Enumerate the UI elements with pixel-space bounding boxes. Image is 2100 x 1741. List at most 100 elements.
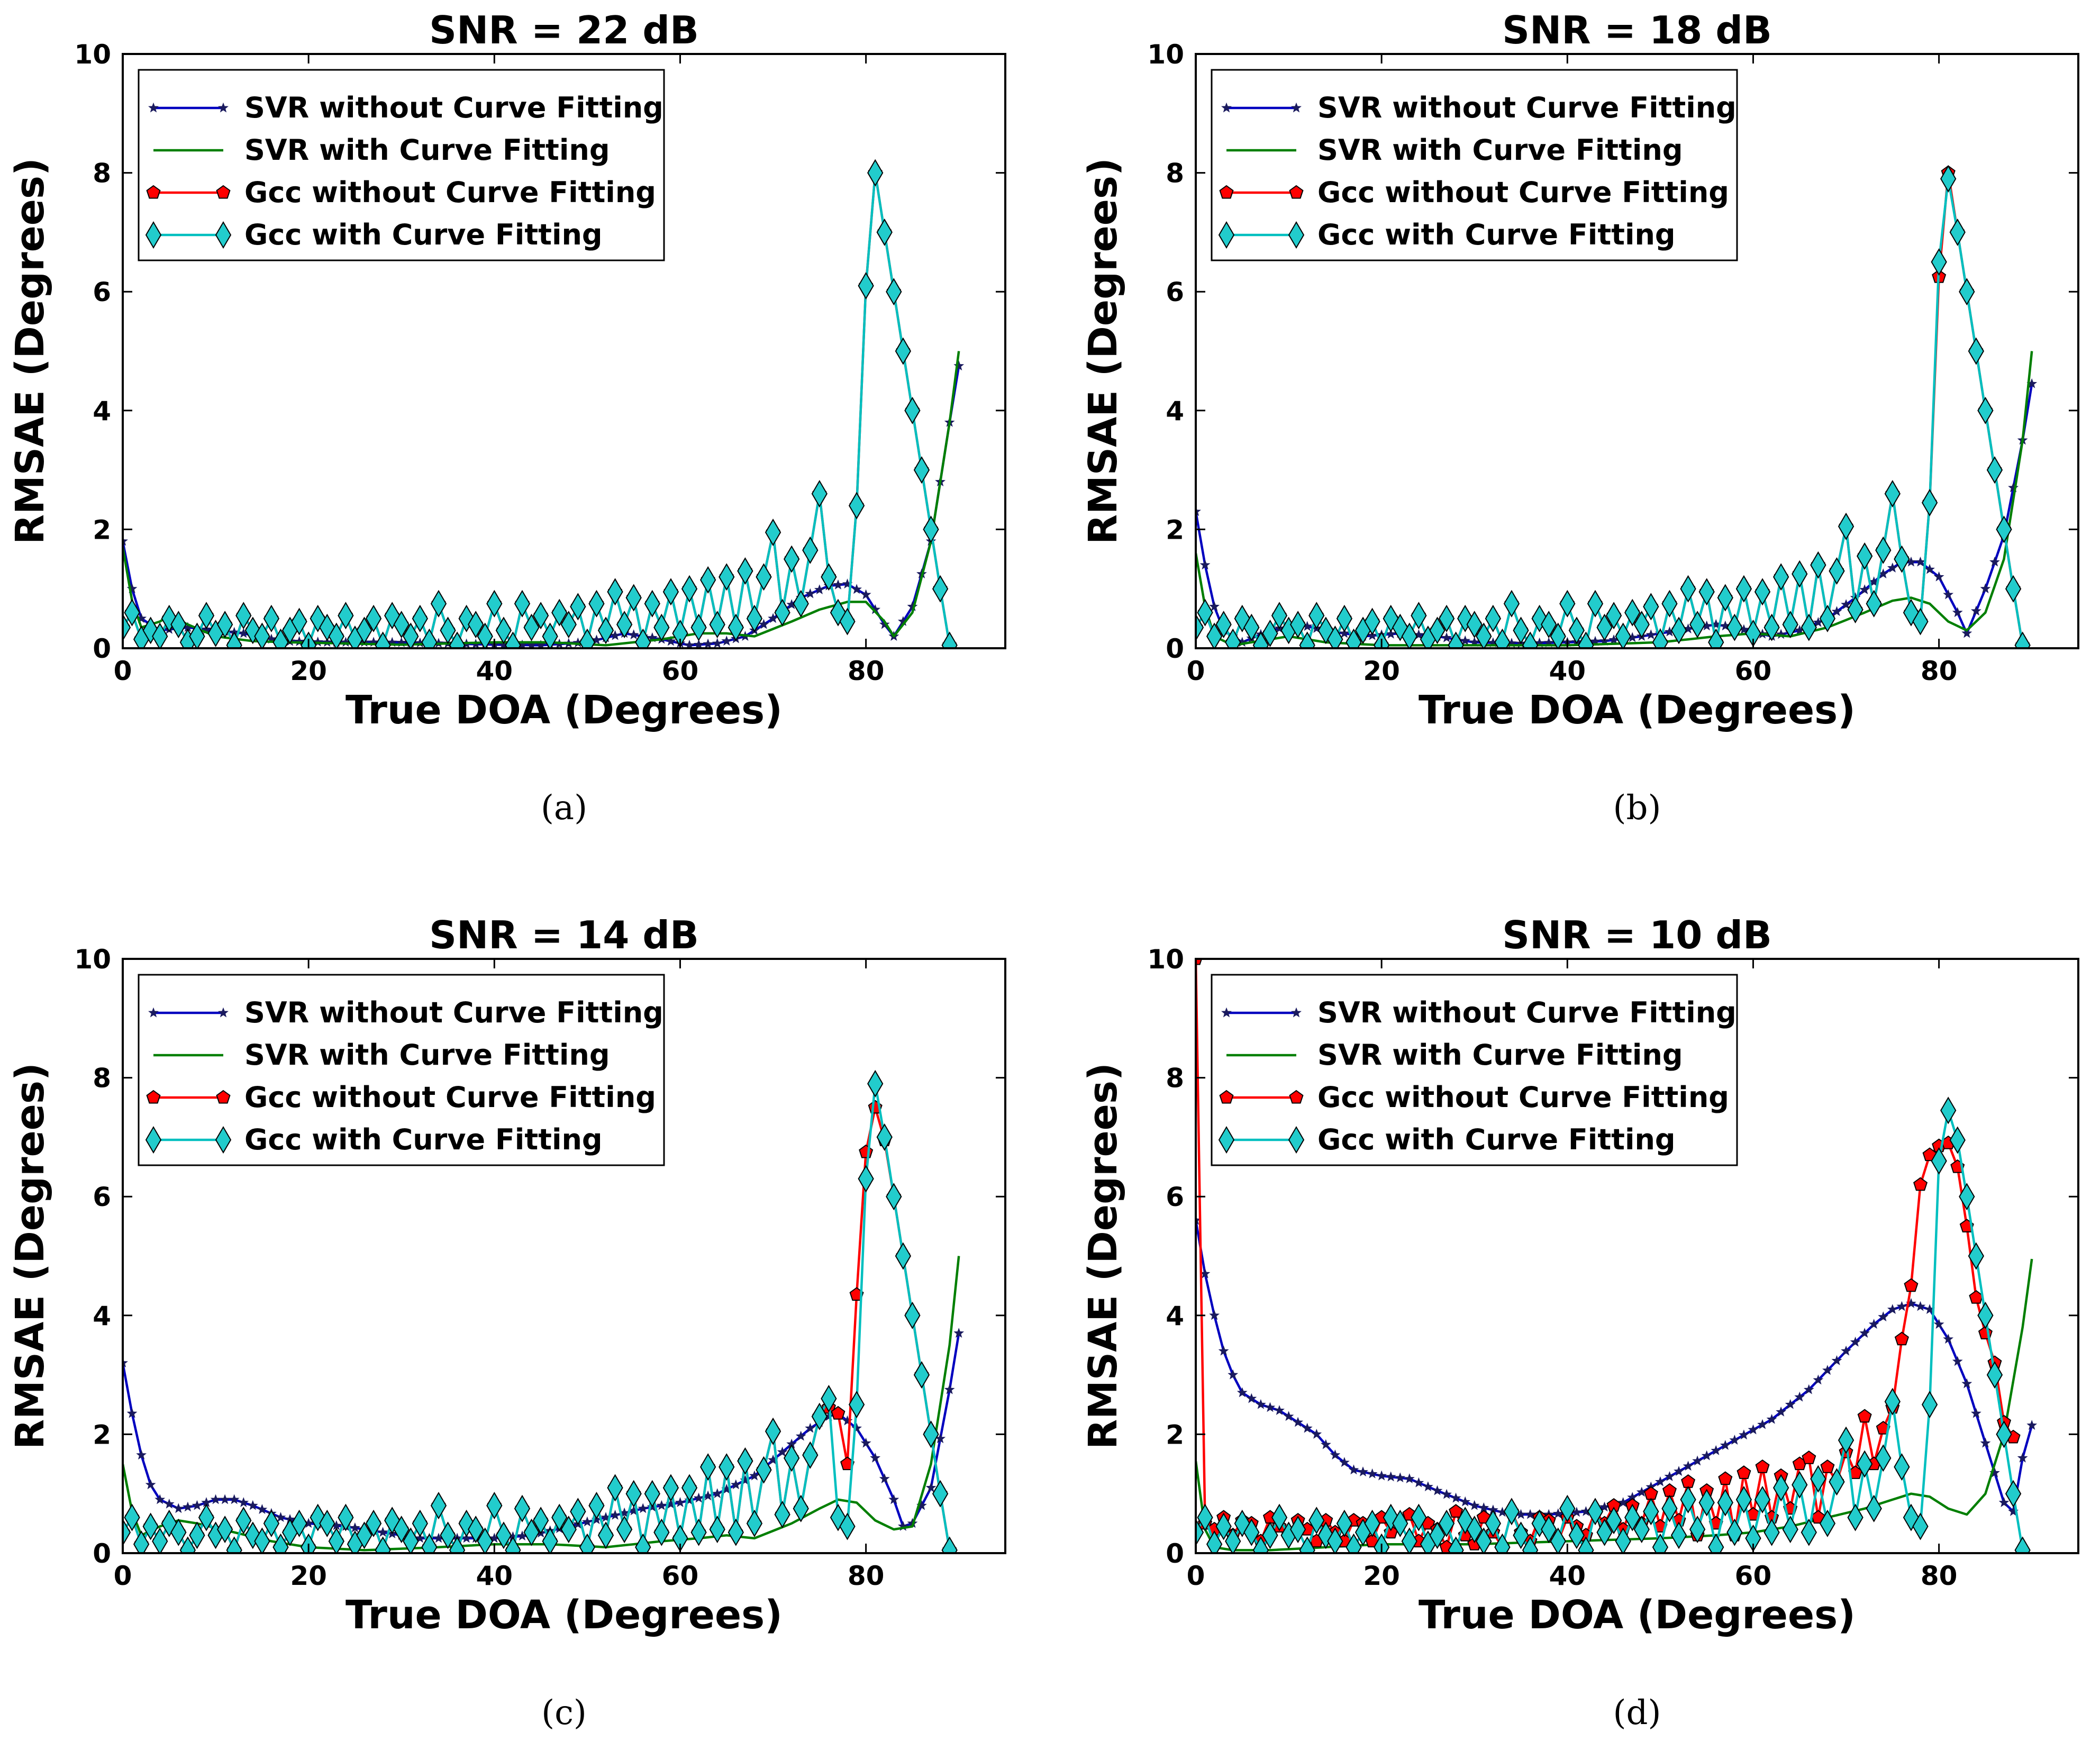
data-point-svr-nofit bbox=[1302, 1422, 1313, 1433]
chart-panel-c: SNR = 14 dB 0 20 40 60 80 0 2 4 6 8 10 True DOA (Deg… bbox=[7, 913, 1006, 1733]
data-point-gcc-fit bbox=[1503, 1498, 1520, 1526]
data-point-gcc-fit bbox=[1838, 1426, 1854, 1454]
data-point-svr-nofit bbox=[1980, 1437, 1991, 1448]
data-point-svr-nofit bbox=[1460, 635, 1471, 646]
data-point-gcc-fit bbox=[198, 602, 215, 630]
data-point-gcc-fit bbox=[1903, 1503, 1920, 1531]
data-point-svr-nofit bbox=[712, 638, 723, 648]
data-point-svr-nofit bbox=[1831, 606, 1842, 616]
data-point-gcc-fit bbox=[774, 599, 790, 627]
data-point-gcc-nofit bbox=[1802, 1450, 1816, 1464]
data-point-svr-nofit bbox=[610, 1509, 621, 1520]
data-point-gcc-fit bbox=[1624, 599, 1641, 627]
data-point-svr-nofit bbox=[1293, 1417, 1304, 1427]
data-point-svr-nofit bbox=[1998, 1497, 2010, 1507]
x-tick-label: 40 bbox=[1549, 656, 1586, 686]
data-point-gcc-fit bbox=[625, 1480, 642, 1508]
data-point-gcc-fit bbox=[2014, 631, 2031, 648]
data-point-gcc-fit bbox=[1364, 1509, 1380, 1537]
x-tick-label: 40 bbox=[476, 656, 513, 686]
data-point-gcc-fit bbox=[699, 1453, 716, 1481]
data-point-gcc-fit bbox=[913, 456, 930, 484]
data-point-gcc-nofit bbox=[1755, 1459, 1770, 1473]
legend-label: SVR with Curve Fitting bbox=[244, 1038, 610, 1072]
data-point-svr-nofit bbox=[860, 1437, 871, 1448]
data-point-gcc-fit bbox=[403, 622, 419, 648]
legend-marker bbox=[1289, 185, 1304, 199]
y-tick-label: 8 bbox=[1166, 158, 1184, 189]
data-point-gcc-fit bbox=[523, 1518, 540, 1546]
data-point-svr-nofit bbox=[1683, 1461, 1694, 1471]
data-point-gcc-fit bbox=[514, 590, 531, 618]
data-point-gcc-fit bbox=[1550, 1527, 1566, 1553]
data-point-gcc-fit bbox=[486, 590, 503, 618]
data-point-gcc-fit bbox=[384, 1507, 401, 1535]
y-tick-label: 4 bbox=[1166, 1301, 1184, 1331]
data-point-gcc-fit bbox=[579, 1533, 596, 1553]
legend-marker bbox=[1221, 102, 1232, 113]
data-point-svr-nofit bbox=[1348, 1464, 1359, 1475]
data-point-gcc-fit bbox=[774, 1501, 790, 1528]
data-point-gcc-fit bbox=[272, 1533, 289, 1553]
data-point-gcc-fit bbox=[746, 604, 763, 632]
data-point-svr-nofit bbox=[581, 1516, 593, 1527]
data-point-gcc-fit bbox=[291, 1509, 307, 1537]
data-point-gcc-fit bbox=[310, 604, 326, 632]
data-point-svr-nofit bbox=[154, 1494, 166, 1504]
data-point-gcc-fit bbox=[765, 1417, 781, 1445]
x-tick-label: 0 bbox=[1187, 656, 1205, 686]
data-point-gcc-fit bbox=[1513, 1521, 1529, 1549]
data-point-gcc-fit bbox=[1810, 551, 1826, 579]
data-point-gcc-fit bbox=[858, 1165, 874, 1193]
data-point-gcc-fit bbox=[1763, 613, 1780, 641]
data-point-svr-nofit bbox=[693, 1492, 704, 1503]
data-point-gcc-fit bbox=[328, 622, 344, 648]
data-point-gcc-fit bbox=[1996, 515, 2012, 543]
data-point-svr-nofit bbox=[1748, 1424, 1759, 1435]
data-point-gcc-fit bbox=[1792, 1471, 1808, 1499]
data-point-gcc-fit bbox=[1596, 1518, 1613, 1546]
data-point-gcc-fit bbox=[133, 1530, 150, 1553]
data-point-gcc-fit bbox=[1875, 1444, 1892, 1472]
data-point-gcc-fit bbox=[421, 1533, 438, 1553]
data-point-gcc-fit bbox=[142, 616, 159, 645]
data-point-svr-nofit bbox=[1209, 1310, 1220, 1320]
data-point-gcc-fit bbox=[1912, 607, 1929, 636]
data-point-gcc-fit bbox=[560, 1516, 577, 1544]
legend-marker bbox=[145, 221, 162, 249]
legend-label: SVR with Curve Fitting bbox=[244, 133, 610, 167]
data-point-gcc-fit bbox=[1215, 1512, 1232, 1540]
data-point-svr-nofit bbox=[173, 1503, 184, 1513]
data-point-gcc-fit bbox=[1829, 557, 1845, 585]
legend-marker bbox=[215, 1126, 232, 1154]
data-point-gcc-fit bbox=[1262, 619, 1278, 647]
data-point-gcc-fit bbox=[904, 396, 921, 424]
data-point-gcc-fit bbox=[1466, 1516, 1483, 1544]
data-point-gcc-fit bbox=[1271, 602, 1288, 630]
data-point-gcc-fit bbox=[1829, 1468, 1845, 1496]
data-point-svr-nofit bbox=[1255, 1399, 1266, 1409]
legend-marker bbox=[1219, 1090, 1234, 1104]
data-point-gcc-fit bbox=[1912, 1512, 1929, 1540]
legend-marker bbox=[1288, 221, 1305, 249]
data-point-gcc-fit bbox=[895, 1242, 912, 1270]
data-point-svr-nofit bbox=[749, 1470, 760, 1481]
data-point-gcc-fit bbox=[1717, 584, 1733, 612]
legend-label: SVR without Curve Fitting bbox=[1317, 996, 1737, 1029]
data-point-gcc-fit bbox=[1615, 1527, 1631, 1553]
data-point-gcc-fit bbox=[802, 536, 819, 564]
data-point-gcc-fit bbox=[1225, 628, 1241, 648]
data-point-svr-nofit bbox=[712, 1488, 723, 1499]
data-point-svr-nofit bbox=[275, 1512, 286, 1522]
data-point-gcc-fit bbox=[1197, 599, 1213, 627]
data-point-gcc-fit bbox=[1587, 1498, 1604, 1526]
data-point-gcc-fit bbox=[2014, 1536, 2031, 1553]
plot-frame bbox=[122, 53, 1006, 649]
data-point-gcc-fit bbox=[588, 590, 605, 618]
data-point-gcc-fit bbox=[1726, 1518, 1743, 1546]
data-point-svr-nofit bbox=[2017, 1452, 2028, 1463]
data-point-svr-nofit bbox=[1664, 1471, 1675, 1481]
data-point-gcc-fit bbox=[468, 1516, 484, 1544]
data-point-gcc-nofit bbox=[859, 1144, 874, 1158]
data-point-svr-nofit bbox=[1525, 1509, 1535, 1519]
